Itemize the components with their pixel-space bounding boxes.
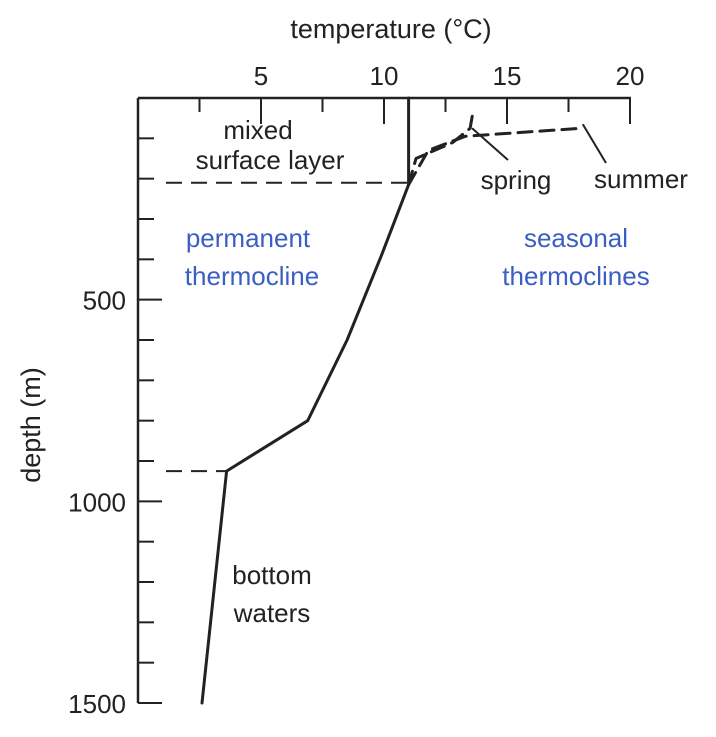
summer-leader [581,123,607,164]
y-axis-title: depth (m) [16,367,46,483]
spring-leader [471,127,509,161]
curves [200,96,583,705]
leader-lines [471,123,607,164]
reference-lines [166,181,409,473]
x-tick-label: 10 [370,61,399,91]
label-surface-layer: surface layer [196,145,345,175]
series-summer [407,126,583,187]
label-mixed: mixed [223,115,292,145]
axes: 5 10 15 20 500 1000 1500 [68,61,644,719]
label-summer: summer [594,164,688,194]
label-thermocline: thermocline [185,261,319,291]
x-axis-title: temperature (°C) [290,14,491,44]
label-permanent: permanent [186,223,311,253]
x-tick-label: 15 [493,61,522,91]
label-bottom: bottom [232,560,312,590]
y-tick-label: 1500 [68,689,126,719]
series-spring [407,112,475,187]
y-tick-label: 1000 [68,487,126,517]
label-spring: spring [481,165,552,195]
x-tick-label: 5 [254,61,268,91]
label-thermoclines: thermoclines [502,261,649,291]
label-seasonal: seasonal [524,223,628,253]
y-tick-label: 500 [83,286,126,316]
label-waters: waters [233,598,311,628]
x-tick-label: 20 [616,61,645,91]
